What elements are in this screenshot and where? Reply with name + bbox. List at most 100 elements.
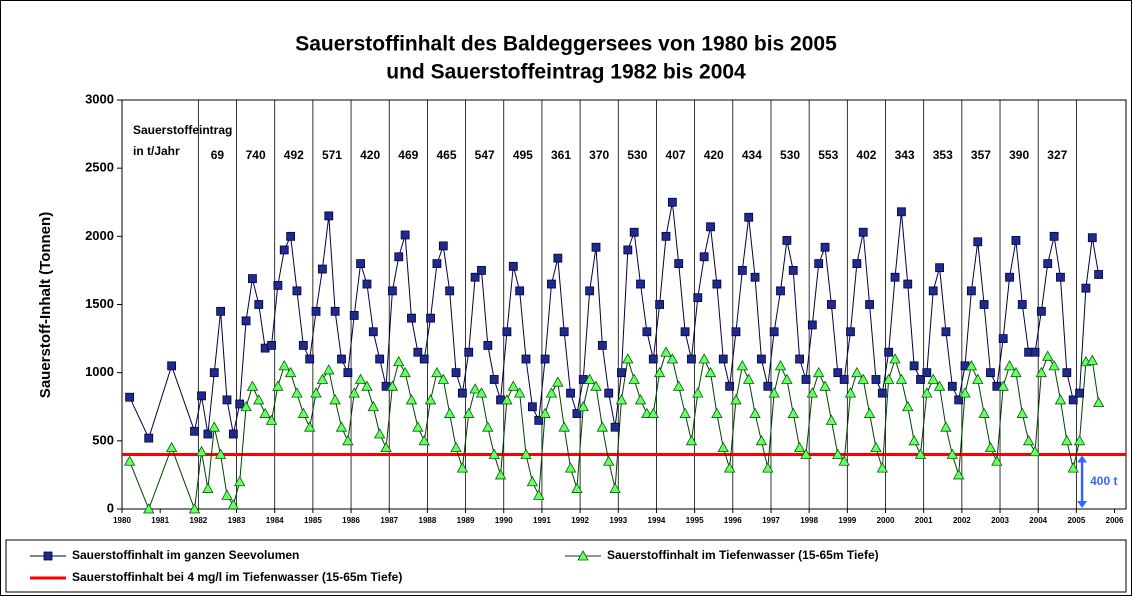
x-tick-label: 2006	[1106, 516, 1124, 525]
series-line	[129, 202, 1100, 440]
triangle-marker	[545, 387, 558, 398]
triangle-marker	[577, 400, 589, 412]
square-marker	[235, 399, 245, 409]
input-label: 361	[551, 148, 571, 162]
y-tick-label: 500	[92, 432, 114, 447]
x-tick-label: 2003	[991, 516, 1009, 525]
square-marker	[362, 279, 372, 289]
triangle-marker	[609, 482, 621, 493]
square-marker	[419, 354, 429, 364]
square-marker	[597, 340, 607, 350]
triangle-marker	[882, 373, 895, 384]
triangle-marker	[1073, 435, 1086, 446]
square-marker	[318, 264, 327, 274]
square-marker	[515, 286, 525, 296]
triangle-marker	[984, 441, 997, 453]
triangle-marker	[354, 373, 367, 384]
square-marker	[674, 259, 684, 269]
triangle-marker	[806, 387, 818, 398]
triangle-marker	[908, 435, 920, 446]
input-title: Sauerstoffeintrag	[133, 123, 232, 137]
square-marker	[1081, 283, 1091, 293]
square-marker	[1056, 272, 1065, 282]
square-marker	[966, 286, 976, 296]
square-marker	[591, 242, 601, 252]
triangle-marker	[431, 366, 443, 378]
legend-label: Sauerstoffinhalt im Tiefenwasser (15-65m…	[607, 548, 879, 562]
x-tick-label: 1980	[113, 516, 131, 525]
square-marker	[502, 327, 512, 337]
triangle-marker	[793, 441, 806, 453]
square-marker	[909, 361, 919, 371]
triangle-marker	[660, 346, 672, 357]
triangle-marker	[533, 489, 545, 500]
triangle-marker	[367, 400, 379, 412]
square-marker	[553, 253, 563, 263]
square-marker	[1036, 306, 1046, 316]
square-marker	[839, 375, 849, 384]
triangle-marker	[577, 550, 589, 561]
triangle-marker	[539, 407, 551, 418]
square-marker	[954, 395, 964, 405]
x-tick-label: 1999	[838, 516, 856, 525]
triangle-marker	[463, 407, 475, 418]
plot-area	[121, 99, 1127, 510]
triangle-marker	[501, 394, 513, 405]
triangle-marker	[653, 366, 666, 378]
triangle-marker	[456, 462, 469, 473]
square-marker	[623, 245, 633, 255]
triangle-marker	[895, 373, 908, 384]
triangle-marker	[374, 428, 386, 439]
square-marker	[788, 266, 798, 275]
triangle-marker	[615, 394, 628, 405]
triangle-marker	[1022, 435, 1035, 446]
square-marker	[451, 368, 461, 378]
triangle-marker	[475, 387, 488, 398]
triangle-marker	[666, 353, 679, 364]
triangle-marker	[335, 421, 348, 432]
square-marker	[534, 415, 544, 425]
triangle-marker	[832, 448, 844, 459]
x-tick-label: 1991	[533, 516, 551, 525]
square-marker	[167, 361, 177, 371]
square-marker	[699, 252, 709, 262]
square-marker	[248, 274, 257, 283]
square-marker	[470, 272, 480, 282]
square-marker	[865, 300, 874, 309]
square-marker	[801, 375, 811, 384]
square-marker	[827, 300, 836, 309]
triangle-marker	[736, 360, 749, 371]
y-tick-label: 2500	[85, 160, 114, 175]
triangle-marker	[437, 373, 449, 384]
square-marker	[228, 429, 238, 439]
square-marker	[922, 368, 932, 378]
triangle-marker	[991, 455, 1003, 466]
triangle-marker	[876, 462, 889, 473]
square-marker	[337, 354, 346, 364]
square-marker	[432, 259, 442, 269]
square-marker	[750, 272, 760, 282]
square-marker	[375, 354, 385, 364]
triangle-marker	[214, 448, 227, 459]
x-tick-label: 2004	[1029, 516, 1047, 525]
input-label: 420	[360, 148, 380, 162]
square-marker	[267, 340, 276, 350]
triangle-marker	[143, 503, 155, 514]
triangle-marker	[634, 394, 647, 405]
input-label: 420	[704, 148, 724, 162]
x-tick-label: 1987	[380, 516, 398, 525]
triangle-marker	[723, 462, 736, 473]
square-marker	[343, 368, 353, 378]
triangle-marker	[1061, 435, 1073, 446]
square-marker	[566, 388, 575, 398]
square-marker	[292, 286, 302, 296]
square-marker	[400, 230, 410, 240]
input-label: 530	[627, 148, 647, 162]
square-marker	[1087, 233, 1097, 243]
triangle-marker	[526, 475, 539, 487]
chart-title: und Sauerstoffeintrag 1982 bis 2004	[386, 61, 746, 84]
triangle-marker	[952, 469, 965, 480]
chart-title: Sauerstoffinhalt des Baldeggersees von 1…	[295, 33, 837, 56]
triangle-marker	[844, 387, 857, 398]
